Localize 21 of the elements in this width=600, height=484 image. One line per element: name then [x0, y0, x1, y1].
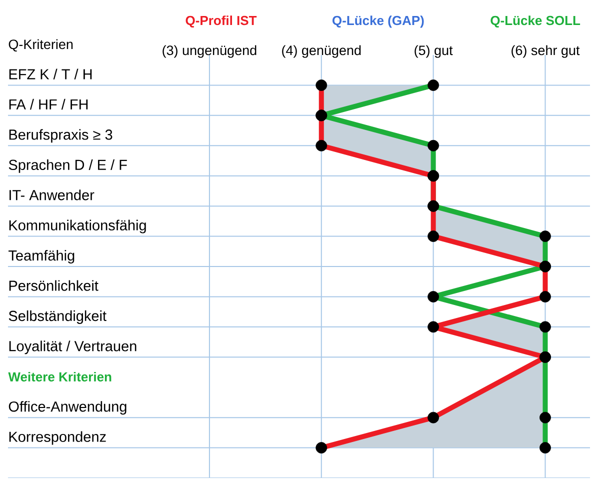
- y-tick-label: EFZ K / T / H: [9, 68, 92, 80]
- y-tick-label: Selbständigkeit: [8, 310, 106, 324]
- y-axis-title: Q-Kriterien: [8, 39, 73, 52]
- y-tick-label: Berufspraxis ≥ 3: [9, 129, 112, 143]
- y-tick-label: Loyalität / Vertrauen: [9, 340, 136, 354]
- y-tick-label: IT- Anwender: [10, 190, 94, 200]
- y-tick-label: Kommunikationsfähig: [9, 220, 146, 234]
- x-tick-label: (3) ungenügend: [162, 45, 256, 58]
- y-tick-label: Teamfähig: [8, 250, 74, 264]
- y-tick-label: Korrespondenz: [9, 431, 106, 445]
- y-tick-label: Office-Anwendung: [8, 401, 126, 415]
- y-tick-label: FA / HF / FH: [9, 98, 88, 110]
- x-tick-label: (5) gut: [414, 45, 453, 58]
- text: Q-Profil IST: [186, 16, 257, 28]
- text: Q-Lücke (GAP): [332, 16, 424, 28]
- x-tick-label: (6) sehr gut: [512, 45, 580, 58]
- y-tick-label: Persönlichkeit: [9, 280, 98, 291]
- y-tick-label: Weitere Kriterien: [8, 372, 112, 382]
- text: Q-Lücke SOLL: [490, 16, 580, 28]
- x-tick-label: (4) genügend: [282, 45, 361, 58]
- y-tick-label: Sprachen D / E / F: [8, 159, 127, 173]
